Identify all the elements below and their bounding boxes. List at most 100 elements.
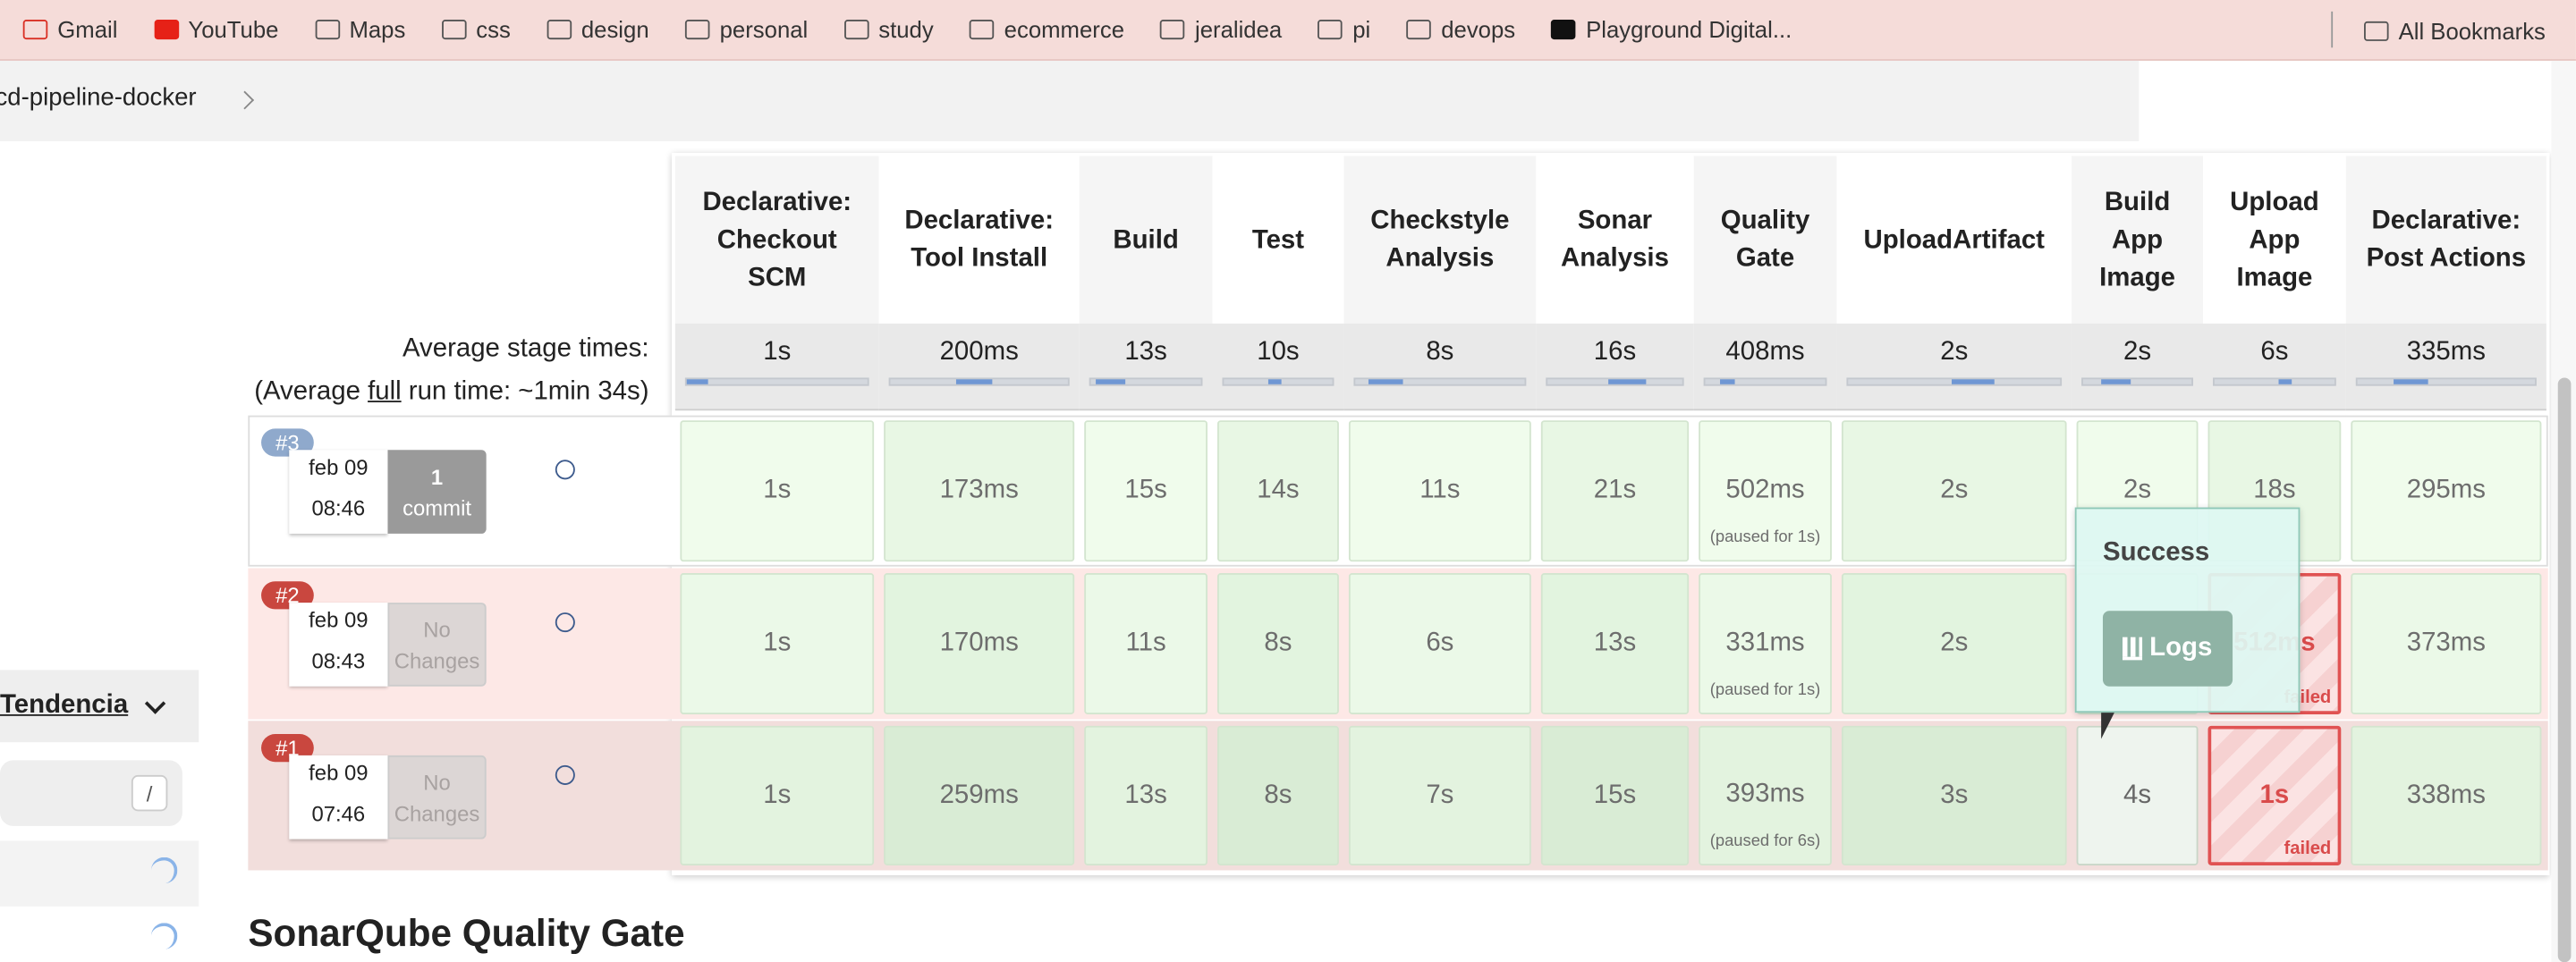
bookmarks-divider	[2331, 11, 2334, 48]
avg-run: (Average full run time: ~1min 34s)	[247, 373, 648, 448]
run-info-icon[interactable]	[555, 764, 575, 785]
stage-cell[interactable]: 15s	[1084, 420, 1208, 562]
bookmarks-bar: Gmail YouTube Maps css design personal study ec…	[0, 0, 2576, 61]
stage-duration: 15s	[1593, 781, 1637, 809]
stage-cell[interactable]: 11s	[1348, 420, 1531, 562]
bookmark[interactable]: jeralidea	[1160, 16, 1283, 43]
stage-duration: 2s	[1940, 629, 1969, 657]
avg-run-part[interactable]: full	[368, 377, 402, 406]
bookmark-icon	[1318, 20, 1343, 40]
stage-cell[interactable]: 295ms	[2351, 420, 2542, 562]
stage-duration: 18s	[2253, 476, 2296, 504]
stage-avg: 6s	[2203, 323, 2346, 411]
stage-duration: 1s	[763, 781, 792, 809]
stage-cell[interactable]: 6s	[1348, 573, 1531, 714]
stage-cell[interactable]: 14s	[1216, 420, 1339, 562]
bookmark[interactable]: devops	[1406, 16, 1515, 43]
run-date-text: feb 09	[309, 454, 369, 480]
run-changes[interactable]: No Changes	[387, 603, 487, 687]
loading-icon	[150, 857, 178, 884]
bookmark-label: jeralidea	[1194, 16, 1283, 43]
stage-header: Declarative: Tool Install	[878, 156, 1080, 324]
stage-cell[interactable]: 173ms	[884, 420, 1075, 562]
stage-cell[interactable]: 13s	[1540, 573, 1690, 714]
stage-cell[interactable]: 1s failed	[2207, 725, 2342, 865]
scrollbar-thumb	[2557, 377, 2572, 962]
bookmark[interactable]: personal	[685, 16, 808, 43]
run-changes[interactable]: 1 commit	[387, 450, 487, 534]
progress-track	[2081, 377, 2193, 386]
stage-cell[interactable]: 7s	[1348, 725, 1531, 865]
bookmark-label: pi	[1352, 16, 1371, 43]
bookmark-icon	[547, 20, 572, 40]
stage-note: (paused for 6s)	[1709, 832, 1821, 851]
stage-header: Test	[1212, 156, 1344, 324]
stage-cell[interactable]: 8s	[1216, 573, 1339, 714]
bookmark[interactable]: pi	[1318, 16, 1371, 43]
stage-cell[interactable]: 2s	[1841, 420, 2067, 562]
breadcrumb-bar	[0, 60, 2140, 141]
stage-cell[interactable]: 13s	[1084, 725, 1208, 865]
logs-button[interactable]: Logs	[2102, 611, 2233, 687]
run-info-icon[interactable]	[555, 460, 575, 480]
stage-cell[interactable]: 1s	[680, 573, 875, 714]
stage-duration: 170ms	[939, 629, 1019, 657]
stage-note: (paused for 1s)	[1709, 680, 1821, 699]
run-info-icon[interactable]	[555, 612, 575, 633]
bookmark-all[interactable]: All Bookmarks	[2364, 0, 2576, 61]
bookmark[interactable]: Playground Digital...	[1551, 16, 1792, 43]
progress-fill	[1952, 379, 1995, 384]
stage-cell[interactable]: 393ms (paused for 6s)	[1699, 725, 1832, 865]
progress-track	[888, 377, 1070, 386]
stage-cell[interactable]: 170ms	[884, 573, 1075, 714]
stage-cell[interactable]: 15s	[1540, 725, 1690, 865]
stage-header: UploadArtifact	[1836, 156, 2072, 324]
progress-fill	[1095, 379, 1126, 384]
stage-header: Sonar Analysis	[1536, 156, 1694, 324]
stage-avg: 408ms	[1693, 323, 1837, 411]
bookmark[interactable]: study	[843, 16, 934, 43]
stage-cell[interactable]: 259ms	[884, 725, 1075, 865]
bookmark-label: Maps	[349, 16, 406, 43]
progress-track	[1703, 377, 1827, 386]
stage-cell[interactable]: 11s	[1084, 573, 1208, 714]
stage-cell[interactable]: 1s	[680, 725, 875, 865]
section-title: SonarQube Quality Gate	[248, 911, 685, 955]
bookmark-icon	[685, 20, 710, 40]
bookmark[interactable]: ecommerce	[970, 16, 1124, 43]
bookmark[interactable]: design	[547, 16, 649, 43]
stage-note: (paused for 1s)	[1709, 527, 1821, 546]
stage-cell[interactable]: 21s	[1540, 420, 1690, 562]
stage-cell[interactable]: 2s	[1841, 573, 2067, 714]
run-time-text: 07:46	[311, 801, 366, 826]
stage-duration: 4s	[2123, 781, 2152, 809]
stage-duration: 373ms	[2406, 629, 2486, 657]
stage-header: Declarative: Post Actions	[2345, 156, 2546, 324]
run-changes[interactable]: No Changes	[387, 755, 487, 840]
stage-cell[interactable]: 502ms (paused for 1s)	[1699, 420, 1832, 562]
stage-cell[interactable]: 373ms	[2351, 573, 2542, 714]
stage-cell[interactable]: 338ms	[2351, 725, 2542, 865]
trend-toggle[interactable]: Tendencia	[0, 670, 199, 743]
stage-header: Quality Gate	[1693, 156, 1837, 324]
bookmark[interactable]: css	[441, 16, 511, 43]
stage-cell[interactable]: 1s	[680, 420, 875, 562]
bookmark[interactable]: Maps	[314, 16, 406, 43]
breadcrumb[interactable]: cd-pipeline-docker	[0, 83, 197, 112]
stage-cell[interactable]: 3s	[1841, 725, 2067, 865]
bookmark[interactable]: YouTube	[153, 16, 278, 43]
stage-cell[interactable]: 4s	[2076, 725, 2199, 865]
stage-avg: 16s	[1536, 323, 1694, 411]
stage-duration: 295ms	[2406, 476, 2486, 504]
bookmark[interactable]: Gmail	[22, 16, 117, 43]
stage-header: Build App Image	[2072, 156, 2204, 324]
progress-fill	[1719, 379, 1734, 384]
stage-cell[interactable]: 331ms (paused for 1s)	[1699, 573, 1832, 714]
run-time-text: 08:46	[311, 495, 366, 521]
stage-duration: 173ms	[939, 476, 1019, 504]
stage-cell[interactable]: 8s	[1216, 725, 1339, 865]
progress-track	[1222, 377, 1335, 386]
progress-fill	[2100, 379, 2131, 384]
chevron	[144, 692, 166, 713]
